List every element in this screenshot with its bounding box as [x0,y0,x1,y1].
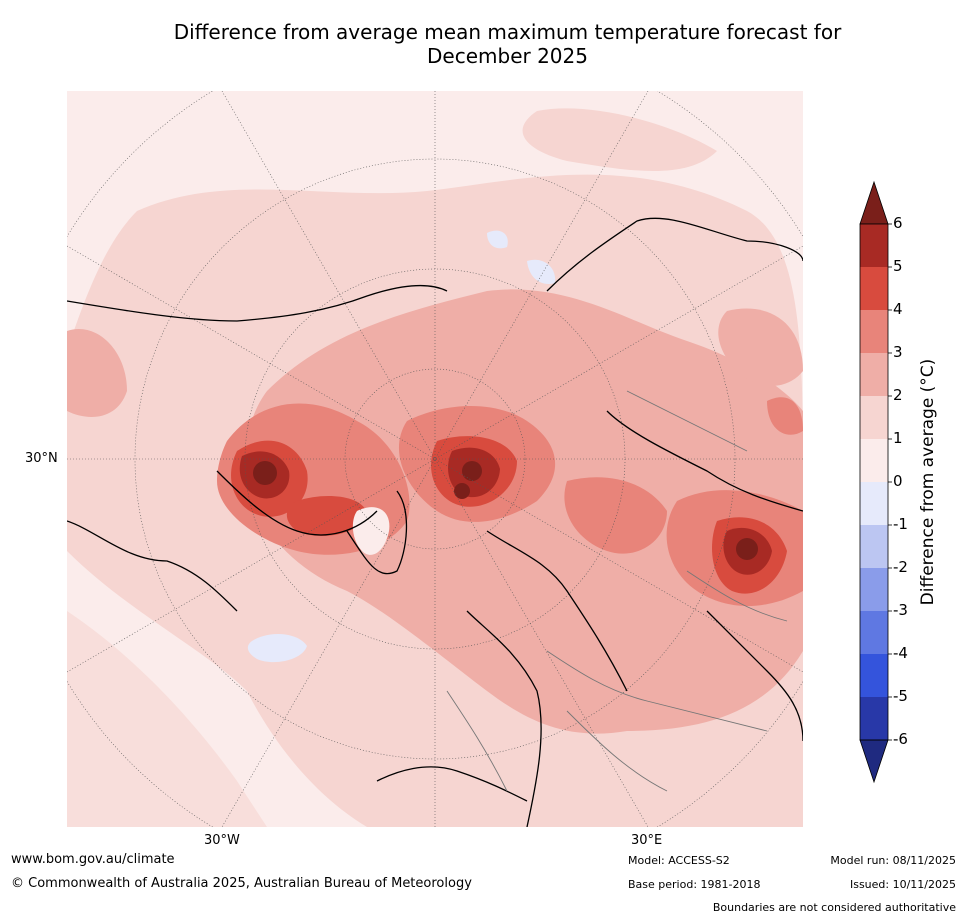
country-borders [446,390,788,792]
chart-title: Difference from average mean maximum tem… [0,20,965,68]
issued-text: Issued: 10/11/2025 [849,878,956,891]
colorbar-tick-label: 5 [893,257,903,275]
disclaimer-text: Boundaries are not considered authoritat… [712,901,956,914]
colorbar [859,180,892,784]
colorbar-segment-m2_m1 [860,525,888,568]
colorbar-segment-m6_m5 [860,697,888,740]
colorbar-tick-label: 4 [893,300,903,318]
longitude-label-30e: 30°E [631,833,663,848]
copyright-text: © Commonwealth of Australia 2025, Austra… [11,876,472,891]
colorbar-segment-4_5 [860,267,888,310]
model-run-text: Model run: 08/11/2025 [830,854,956,867]
colorbar-segment-5_6 [860,224,888,267]
latitude-label-30n: 30°N [25,451,58,466]
colorbar-tick-label: 6 [893,214,903,232]
colorbar-segment-m1_0 [860,482,888,525]
colorbar-segment-m3_m2 [860,568,888,611]
graticule [67,91,803,827]
anomaly-band-0-minus1 [247,230,556,663]
colorbar-extend-bottom [859,739,889,784]
greenland-interior [352,507,390,555]
colorbar-extend-top [859,180,889,225]
colorbar-tick-label: 3 [893,343,903,361]
anomaly-band-above-6 [253,461,758,560]
colorbar-segment-1_2 [860,396,888,439]
title-line-2: December 2025 [427,44,588,68]
model-text: Model: ACCESS-S2 [628,854,730,867]
anomaly-band-2-3 [67,289,803,734]
colorbar-segment-0_1 [860,439,888,482]
forecast-map [67,91,803,827]
colorbar-tick-label: -5 [893,687,908,705]
colorbar-tick-label: 0 [893,472,903,490]
colorbar-tick-label: -4 [893,644,908,662]
colorbar-segment-m4_m3 [860,611,888,654]
colorbar-tick-label: -3 [893,601,908,619]
colorbar-tick-label: -1 [893,515,908,533]
colorbar-tick-label: -2 [893,558,908,576]
colorbar-segment-3_4 [860,310,888,353]
colorbar-segment-m5_m4 [860,654,888,697]
longitude-label-30w: 30°W [204,833,240,848]
title-line-1: Difference from average mean maximum tem… [173,20,842,44]
colorbar-segment-2_3 [860,353,888,396]
colorbar-title: Difference from average (°C) [918,358,938,606]
base-period-text: Base period: 1981-2018 [628,878,761,891]
colorbar-tick-label: 2 [893,386,903,404]
coastlines [67,217,803,827]
colorbar-tick-label: 1 [893,429,903,447]
colorbar-tick-label: -6 [893,730,908,748]
website-link[interactable]: www.bom.gov.au/climate [11,852,175,867]
